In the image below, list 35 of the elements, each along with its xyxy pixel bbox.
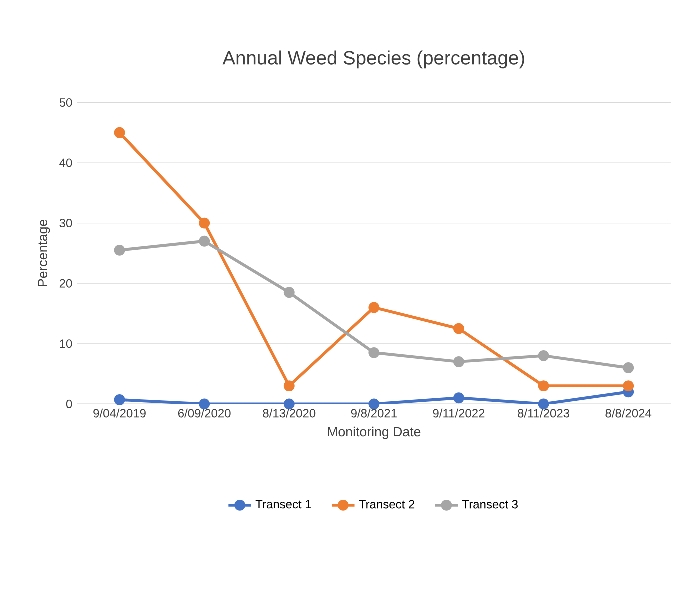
x-tick-label: 8/11/2023	[518, 408, 570, 418]
point	[454, 323, 464, 334]
point	[114, 394, 126, 406]
point	[368, 302, 380, 314]
y-tick-label: 50	[60, 98, 72, 107]
x-axis-title: Monitoring Date	[328, 426, 421, 440]
y-tick-label: 0	[66, 400, 72, 408]
legend-label: Transect 2	[359, 500, 415, 509]
chart-title: Annual Weed Species (percentage)	[222, 50, 524, 69]
y-tick-label: 10	[60, 340, 72, 348]
y-axis-title: Percentage	[38, 220, 50, 286]
x-tick-label: 8/8/2024	[606, 408, 652, 418]
point	[454, 356, 464, 368]
legend-label: Transect 3	[462, 500, 518, 509]
x-tick-label: 6/09/2020	[178, 408, 231, 418]
point	[284, 380, 295, 392]
legend-label: Transect 1	[256, 500, 312, 509]
y-tick-label: 40	[60, 158, 72, 168]
point	[538, 380, 550, 392]
point	[199, 236, 210, 247]
x-tick-label: 9/11/2022	[433, 408, 485, 418]
point	[454, 392, 464, 404]
point	[538, 350, 550, 362]
point	[114, 127, 126, 138]
x-tick-label: 9/04/2019	[94, 408, 146, 418]
point	[199, 218, 210, 229]
x-tick-label: 9/8/2021	[351, 408, 397, 418]
x-tick-label: 8/13/2020	[263, 408, 316, 418]
y-tick-label: 20	[60, 279, 72, 288]
point	[623, 380, 634, 392]
point	[368, 347, 380, 358]
y-tick-label: 30	[60, 218, 72, 228]
point	[623, 362, 634, 374]
point	[284, 287, 295, 298]
point	[114, 244, 126, 256]
